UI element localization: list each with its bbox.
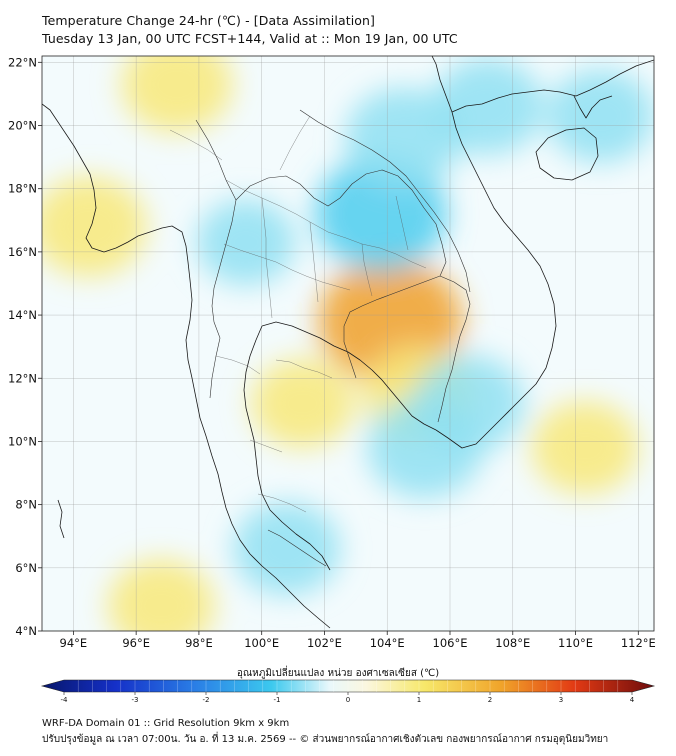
cold-anomaly-blob xyxy=(233,502,341,596)
province-line xyxy=(261,197,273,319)
coastline-vietnam-south xyxy=(431,56,557,449)
country-borders xyxy=(195,109,471,567)
colorbar-dividers xyxy=(77,680,618,692)
warm-anomaly-blob xyxy=(250,358,355,449)
cold-anomaly-blob xyxy=(413,355,525,452)
province-lines xyxy=(169,115,427,513)
cold-anomaly-blob xyxy=(547,69,654,163)
warm-anomaly-blob xyxy=(531,401,639,495)
coastline-gulf-head xyxy=(261,321,437,431)
colorbar-tick-label: 0 xyxy=(346,696,350,704)
colorbar-tick-label: 3 xyxy=(559,696,563,704)
province-line xyxy=(223,243,351,291)
chart-subtitle: Tuesday 13 Jan, 00 UTC FCST+144, Valid a… xyxy=(42,31,458,46)
colorbar-tick-label: -3 xyxy=(132,696,139,704)
province-line xyxy=(361,243,373,297)
coastline-gulf-west xyxy=(243,325,331,571)
coastline-tonkin xyxy=(451,59,654,113)
border-thai-laos xyxy=(235,169,447,277)
lon-tick-label: 100°E xyxy=(244,636,279,650)
lat-tick-label: 10°N xyxy=(8,434,37,448)
cold-anomaly-blob xyxy=(196,199,296,286)
border-cambodia-vietnam xyxy=(437,275,471,423)
colorbar-title: อุณหภูมิเปลี่ยนแปลง หน่วย องศาเซลเซียส (… xyxy=(236,668,440,679)
coastlines xyxy=(42,56,654,629)
border-laos-vietnam xyxy=(299,109,471,293)
warm-anomaly-blob xyxy=(42,176,147,277)
province-line xyxy=(257,493,307,513)
coastline-myanmar-west xyxy=(42,103,331,629)
province-line xyxy=(275,359,333,379)
province-line xyxy=(169,129,223,161)
graticule xyxy=(42,56,654,631)
lon-tick-label: 98°E xyxy=(185,636,213,650)
colorbar: -4 -3 -2 -1 0 1 2 3 4 xyxy=(40,679,656,704)
border-thai-cambodia xyxy=(343,275,441,379)
footer-model-info: WRF-DA Domain 01 :: Grid Resolution 9km … xyxy=(42,718,290,729)
lat-tick-label: 18°N xyxy=(8,182,37,196)
lon-tick-label: 106°E xyxy=(433,636,468,650)
colorbar-tick-label: 1 xyxy=(417,696,421,704)
warm-anomaly-blob xyxy=(121,56,233,133)
coastline-leizhou xyxy=(573,95,613,119)
colorbar-ticks: -4 -3 -2 -1 0 1 2 3 4 xyxy=(61,692,635,704)
lat-tick-label: 22°N xyxy=(8,55,37,69)
coastline-andaman-islands xyxy=(57,499,65,539)
map-panel: 94°E 96°E 98°E 100°E 102°E 104°E 106°E 108°E 110… xyxy=(8,55,656,650)
province-line xyxy=(395,195,409,251)
lon-tick-label: 108°E xyxy=(495,636,530,650)
lat-tick-label: 14°N xyxy=(8,308,37,322)
province-line xyxy=(249,439,283,453)
footer-update-info: ปรับปรุงข้อมูล ณ เวลา 07:00น. วัน อ. ที่… xyxy=(42,734,609,745)
lon-tick-label: 102°E xyxy=(307,636,342,650)
lon-tick-label: 110°E xyxy=(558,636,593,650)
colorbar-tick-label: -2 xyxy=(203,696,210,704)
colorbar-tick-label: 4 xyxy=(630,696,635,704)
lat-tick-label: 6°N xyxy=(15,561,37,575)
latitude-axis: 22°N 20°N 18°N 16°N 14°N 12°N 10°N 8°N 6°N 4°N xyxy=(8,55,42,638)
lat-tick-label: 16°N xyxy=(8,245,37,259)
province-line xyxy=(279,115,311,171)
lon-tick-label: 94°E xyxy=(60,636,88,650)
colorbar-tick-label: -4 xyxy=(61,696,69,704)
border-thai-myanmar xyxy=(195,119,237,399)
lat-tick-label: 4°N xyxy=(15,624,37,638)
coastline-hainan xyxy=(535,127,599,181)
lon-tick-label: 104°E xyxy=(370,636,405,650)
lon-tick-label: 96°E xyxy=(122,636,150,650)
lat-tick-label: 12°N xyxy=(8,371,37,385)
lat-tick-label: 8°N xyxy=(15,498,37,512)
chart-title: Temperature Change 24-hr (℃) - [Data Ass… xyxy=(42,13,376,28)
longitude-axis: 94°E 96°E 98°E 100°E 102°E 104°E 106°E 108°E 110… xyxy=(60,631,656,650)
colorbar-tick-label: -1 xyxy=(274,696,281,704)
cold-anomaly-blob xyxy=(345,87,461,189)
cold-anomaly-blob xyxy=(432,58,544,155)
warm-anomaly-blob xyxy=(107,559,215,631)
lon-tick-label: 112°E xyxy=(621,636,656,650)
map-frame xyxy=(41,55,655,632)
province-line xyxy=(309,221,319,303)
lat-tick-label: 20°N xyxy=(8,119,37,133)
province-line xyxy=(215,355,261,375)
temperature-field xyxy=(42,56,654,631)
border-thai-malaysia xyxy=(267,529,327,567)
colorbar-tick-label: 2 xyxy=(488,696,492,704)
